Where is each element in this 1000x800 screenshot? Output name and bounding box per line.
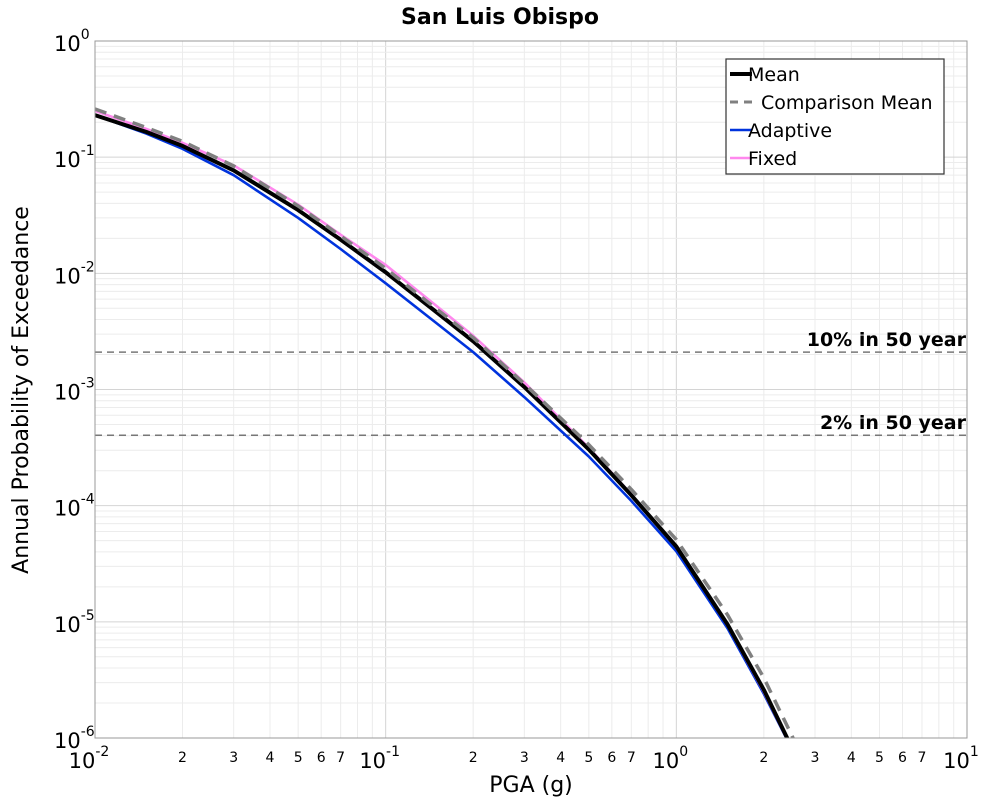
x-minor-tick-label: 3 [229,750,238,766]
x-minor-tick-label: 3 [811,750,820,766]
reference-line-label: 10% in 50 year [807,329,967,351]
y-tick-label: 10-6 [54,724,95,753]
x-minor-tick-label: 6 [607,750,616,766]
reference-lines: 10% in 50 year 2% in 50 year [95,329,967,436]
legend-label: Adaptive [748,120,832,142]
y-tick-label: 100 [54,27,90,56]
legend-label: Mean [748,64,800,86]
x-minor-tick-label: 5 [294,750,303,766]
x-minor-tick-label: 6 [898,750,907,766]
x-minor-tick-label: 3 [520,750,529,766]
x-minor-tick-label: 5 [875,750,884,766]
data-series [95,107,795,738]
x-tick-label: 10-1 [359,744,400,773]
grid-lines [94,41,967,739]
y-tick-label: 10-1 [54,143,95,172]
series-line-mean [95,113,790,738]
x-minor-tick-label: 4 [266,750,275,766]
x-tick-label: 101 [943,744,979,773]
x-minor-tick-label: 4 [847,750,856,766]
y-tick-label: 10-2 [54,259,95,288]
x-minor-tick-label: 5 [584,750,593,766]
legend-box [725,58,945,175]
legend-label: Fixed [748,148,797,170]
series-line-comparison-mean [95,107,795,738]
y-tick-label: 10-3 [54,376,95,405]
x-minor-tick-label: 7 [918,750,927,766]
x-minor-tick-label: 7 [627,750,636,766]
x-tick-label: 10-2 [69,744,110,773]
x-minor-tick-label: 2 [759,750,768,766]
legend-label: Comparison Mean [761,92,933,114]
legend: Mean Comparison Mean Adaptive Fixed [725,58,945,175]
chart-title: San Luis Obispo [401,5,599,30]
y-axis-ticks: 100 10-1 10-2 10-3 10-4 10-5 10-6 [54,27,95,753]
y-tick-label: 10-4 [54,492,95,521]
y-axis-label: Annual Probability of Exceedance [9,206,34,574]
x-minor-tick-label: 4 [556,750,565,766]
reference-line-label: 2% in 50 year [820,412,967,434]
series-line-adaptive [95,113,788,738]
y-tick-label: 10-5 [54,608,95,637]
plot-area-frame [94,40,968,739]
series-line-fixed [95,109,788,738]
x-minor-tick-label: 6 [317,750,326,766]
x-minor-tick-label: 7 [336,750,345,766]
x-tick-label: 100 [653,744,689,773]
x-axis-label: PGA (g) [489,773,573,798]
x-minor-tick-label: 2 [469,750,478,766]
x-minor-tick-label: 2 [178,750,187,766]
